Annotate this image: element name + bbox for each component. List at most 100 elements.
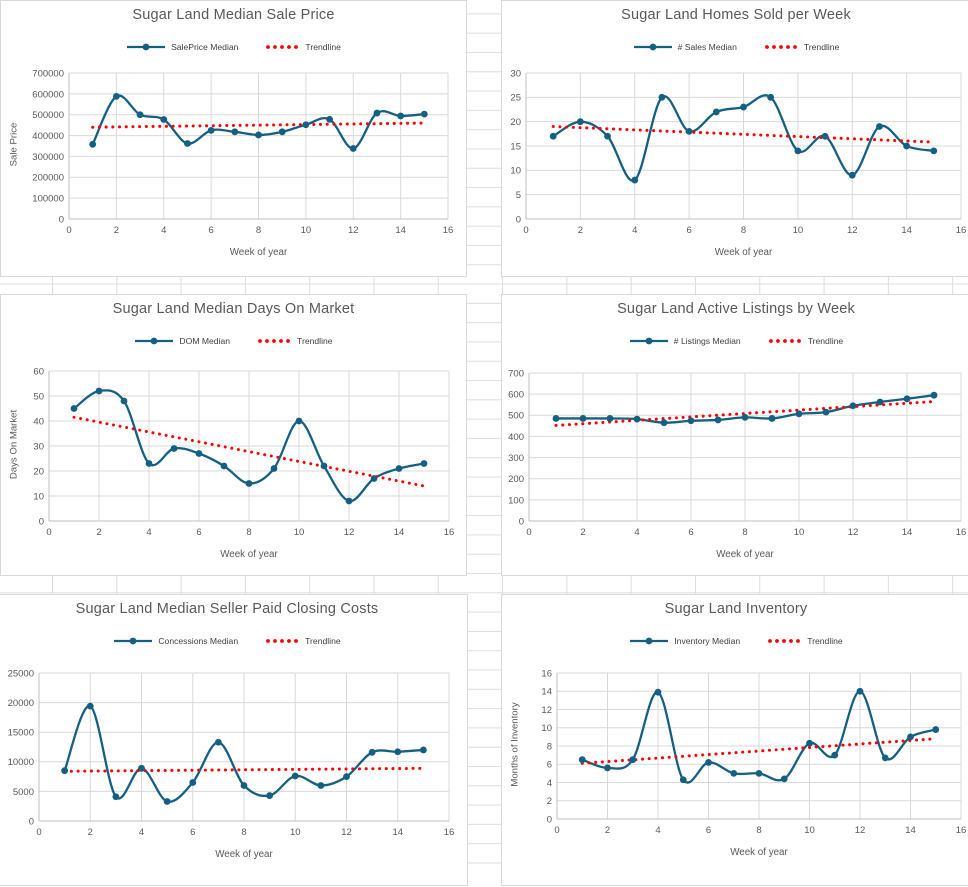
trendline-dots-swatch-icon: [266, 639, 299, 643]
legend-item-trendline[interactable]: Trendline: [256, 336, 333, 346]
chart-legend: SalePrice Median Trendline: [1, 40, 466, 54]
plot-area[interactable]: 0 10 20 30 40 50 60 0 2 4 6 8 10 12 14 16: [1, 295, 468, 577]
svg-text:8: 8: [246, 527, 251, 538]
legend-item-trendline[interactable]: Trendline: [264, 636, 341, 646]
svg-text:4: 4: [161, 225, 166, 236]
svg-text:10: 10: [290, 827, 301, 838]
svg-text:16: 16: [541, 668, 552, 679]
svg-text:14: 14: [902, 527, 913, 538]
svg-text:0: 0: [547, 814, 552, 825]
svg-text:14: 14: [395, 225, 406, 236]
chart-title[interactable]: Sugar Land Median Sale Price: [132, 7, 335, 23]
svg-text:30: 30: [33, 441, 44, 452]
legend-item-trendline[interactable]: Trendline: [264, 42, 341, 52]
svg-text:10: 10: [794, 527, 805, 538]
svg-text:2: 2: [96, 527, 101, 538]
svg-text:5000: 5000: [13, 787, 34, 798]
svg-text:8: 8: [547, 741, 552, 752]
x-axis-title[interactable]: Week of year: [220, 549, 278, 560]
chart-panel-median-sale-price[interactable]: Sugar Land Median Sale Price SalePrice M…: [0, 0, 467, 277]
svg-text:400000: 400000: [32, 131, 64, 142]
chart-title[interactable]: Sugar Land Median Days On Market: [112, 301, 355, 317]
svg-text:15: 15: [510, 141, 521, 152]
legend-item-series[interactable]: # Sales Median: [633, 42, 737, 52]
svg-text:700000: 700000: [32, 68, 64, 79]
svg-text:12: 12: [541, 705, 552, 716]
chart-legend: Inventory Median Trendline: [502, 634, 968, 648]
series-line-swatch-icon: [633, 43, 672, 51]
svg-text:25000: 25000: [8, 668, 34, 679]
svg-text:6: 6: [196, 527, 201, 538]
x-axis-title[interactable]: Week of year: [714, 247, 773, 258]
plot-area[interactable]: 0 100 200 300 400 500 600 700 0 2 4 6 8 10 12 14 16: [502, 295, 968, 577]
svg-text:0: 0: [29, 816, 34, 827]
svg-text:6: 6: [686, 225, 691, 236]
legend-series-label: # Listings Median: [673, 336, 741, 346]
chart-legend: # Sales Median Trendline: [502, 40, 968, 54]
svg-text:8: 8: [256, 225, 261, 236]
svg-text:500: 500: [508, 411, 524, 422]
svg-text:16: 16: [444, 827, 455, 838]
plot-area[interactable]: 0 5000 10000 15000 20000 25000 0 2 4 6 8 10 12 14 16: [0, 595, 469, 887]
x-axis-title[interactable]: Week of year: [730, 847, 788, 858]
chart-panel-closing-costs[interactable]: Sugar Land Median Seller Paid Closing Co…: [0, 594, 468, 886]
svg-text:12: 12: [855, 825, 866, 836]
svg-text:300000: 300000: [32, 152, 64, 163]
plot-area[interactable]: 0 5 10 15 20 25 30 0 2 4 6 8 10 12 14 16: [502, 1, 968, 278]
chart-panel-inventory[interactable]: Sugar Land Inventory Inventory Median Tr…: [501, 594, 968, 886]
legend-trendline-label: Trendline: [807, 336, 844, 346]
svg-text:16: 16: [443, 225, 454, 236]
plot-area[interactable]: 0 100000 200000 300000 400000 500000 600000 700…: [1, 1, 468, 278]
svg-text:100: 100: [508, 495, 524, 506]
legend-series-label: Concessions Median: [158, 636, 239, 646]
chart-title[interactable]: Sugar Land Inventory: [664, 601, 808, 617]
chart-legend: # Listings Median Trendline: [502, 334, 968, 348]
series-line-swatch-icon: [629, 337, 668, 345]
trendline-dots-swatch-icon: [258, 339, 290, 343]
x-axis-title[interactable]: Week of year: [229, 247, 288, 258]
svg-text:8: 8: [241, 827, 246, 838]
svg-text:0: 0: [516, 214, 521, 225]
x-axis-title[interactable]: Week of year: [716, 549, 774, 560]
svg-text:0: 0: [46, 527, 51, 538]
legend-trendline-label: Trendline: [297, 336, 333, 346]
legend-item-series[interactable]: # Listings Median: [629, 336, 741, 346]
legend-item-series[interactable]: Concessions Median: [113, 636, 238, 646]
svg-text:12: 12: [341, 827, 352, 838]
chart-panel-active-listings[interactable]: Sugar Land Active Listings by Week # Lis…: [501, 294, 968, 576]
trendline-dots-swatch-icon: [764, 45, 797, 49]
svg-text:4: 4: [146, 527, 151, 538]
svg-text:12: 12: [847, 225, 858, 236]
svg-text:2: 2: [605, 825, 610, 836]
legend-trendline-label: Trendline: [305, 636, 341, 646]
chart-panel-days-on-market[interactable]: Sugar Land Median Days On Market DOM Med…: [0, 294, 467, 576]
svg-text:15000: 15000: [8, 728, 34, 739]
series-line-swatch-icon: [127, 43, 166, 51]
plot-area[interactable]: 0 2 4 6 8 10 12 14 16 0 2 4 6 8 10 12 14 16: [502, 595, 968, 887]
svg-text:4: 4: [139, 827, 144, 838]
chart-panel-homes-sold[interactable]: Sugar Land Homes Sold per Week # Sales M…: [501, 0, 968, 277]
legend-item-series[interactable]: DOM Median: [134, 336, 230, 346]
legend-item-trendline[interactable]: Trendline: [766, 636, 843, 646]
svg-text:12: 12: [348, 225, 359, 236]
series-line-swatch-icon: [630, 637, 669, 645]
svg-text:20: 20: [510, 117, 521, 128]
svg-text:14: 14: [392, 827, 403, 838]
chart-legend: DOM Median Trendline: [1, 334, 466, 348]
svg-text:0: 0: [36, 827, 41, 838]
chart-title[interactable]: Sugar Land Median Seller Paid Closing Co…: [75, 601, 379, 617]
legend-item-series[interactable]: Inventory Median: [629, 636, 740, 646]
x-axis-title[interactable]: Week of year: [215, 849, 273, 860]
legend-item-series[interactable]: SalePrice Median: [126, 42, 238, 52]
svg-text:400: 400: [508, 432, 524, 443]
svg-text:10: 10: [33, 491, 44, 502]
legend-item-trendline[interactable]: Trendline: [763, 42, 839, 52]
chart-title[interactable]: Sugar Land Homes Sold per Week: [621, 7, 851, 23]
svg-text:2: 2: [547, 796, 552, 807]
svg-text:8: 8: [742, 527, 747, 538]
svg-text:4: 4: [547, 778, 552, 789]
legend-item-trendline[interactable]: Trendline: [767, 336, 844, 346]
svg-text:14: 14: [394, 527, 405, 538]
chart-title[interactable]: Sugar Land Active Listings by Week: [617, 301, 855, 317]
svg-text:12: 12: [848, 527, 859, 538]
